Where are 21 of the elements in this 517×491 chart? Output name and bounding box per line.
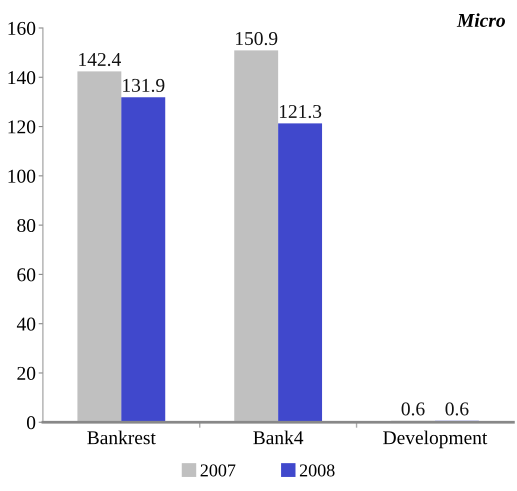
y-tick-label: 140: [8, 71, 36, 84]
chart-title: Micro: [456, 13, 505, 27]
data-label: 0.6: [402, 402, 425, 416]
data-label: 0.6: [446, 402, 468, 416]
data-label: 150.9: [236, 32, 278, 46]
x-tick-label: Development: [383, 430, 488, 448]
data-label: 142.4: [79, 52, 121, 66]
y-tick-label: 20: [17, 366, 36, 380]
data-label: 131.9: [123, 78, 164, 92]
y-tick-label: 60: [17, 268, 36, 282]
legend-label: 2007: [200, 464, 236, 476]
y-tick-label: 0: [26, 416, 36, 430]
x-tick-label: Bankrest: [87, 430, 156, 444]
y-tick-label: 100: [8, 170, 36, 183]
x-tick-label: Bank4: [253, 430, 304, 444]
legend-label: 2008: [300, 464, 335, 476]
y-tick-label: 80: [17, 218, 36, 232]
data-label: 121.3: [280, 104, 322, 118]
y-tick-label: 160: [8, 22, 36, 35]
y-tick-label: 120: [8, 120, 36, 134]
y-tick-label: 40: [16, 318, 36, 331]
